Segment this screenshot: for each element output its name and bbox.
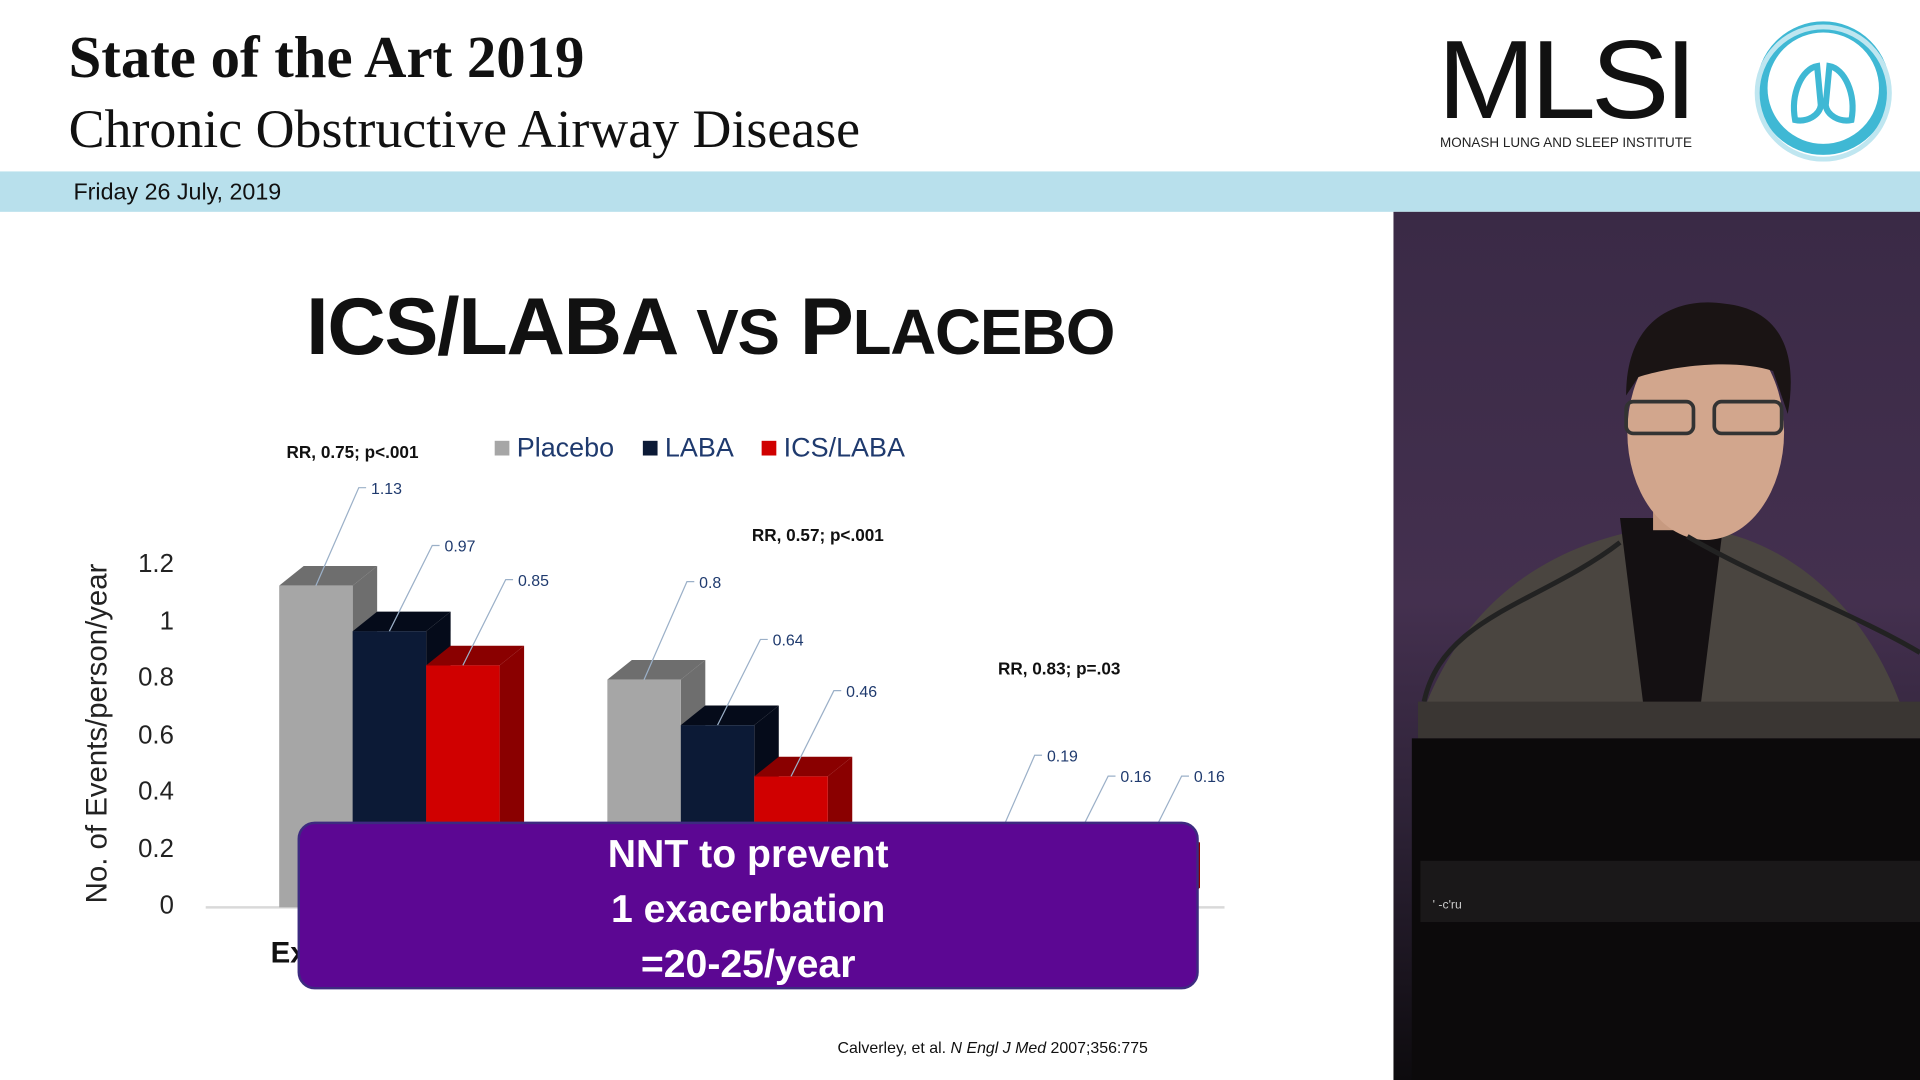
label-leader xyxy=(462,579,514,666)
data-label: 0.97 xyxy=(444,539,475,556)
annotation-rr-1: RR, 0.75; p<.001 xyxy=(286,442,419,462)
label-leader xyxy=(388,544,440,632)
data-label: 0.16 xyxy=(1120,769,1151,786)
nnt-line: 1 exacerbation xyxy=(610,886,886,931)
title-p: P xyxy=(799,280,854,372)
logo-subtitle: MONASH LUNG AND SLEEP INSTITUTE xyxy=(1440,135,1692,151)
y-tick-label: 1.2 xyxy=(138,549,174,578)
data-label: 0.8 xyxy=(699,575,721,592)
y-tick-label: 1 xyxy=(159,606,174,635)
label-leader xyxy=(991,754,1043,854)
legend-swatch xyxy=(494,440,510,456)
y-tick-label: 0 xyxy=(159,891,174,920)
annotation-rr-2: RR, 0.57; p<.001 xyxy=(751,525,884,545)
speaker-video: ' -c'ru xyxy=(1393,211,1920,1080)
date-band xyxy=(0,171,1920,212)
header-subtitle: Chronic Obstructive Airway Disease xyxy=(68,99,861,160)
bar-top xyxy=(754,756,853,777)
bar-top xyxy=(426,645,525,666)
logo: MLSI xyxy=(1437,18,1698,143)
label-leader xyxy=(790,690,842,777)
speaker-image xyxy=(1411,302,1920,1080)
legend-label: Placebo xyxy=(516,432,615,463)
legend-laba: LABA xyxy=(642,432,734,464)
y-tick-label: 0.8 xyxy=(138,663,174,692)
legend-label: LABA xyxy=(664,432,734,463)
title-main: ICS/LABA xyxy=(306,280,676,372)
video-overlay-text: ' -c'ru xyxy=(1432,898,1462,913)
label-leader xyxy=(643,581,695,680)
y-tick-label: 0.4 xyxy=(138,777,174,806)
bar-top xyxy=(607,660,706,680)
legend-swatch xyxy=(761,440,777,456)
bar-top xyxy=(352,611,451,632)
bar-top xyxy=(279,566,378,586)
label-leader xyxy=(315,487,367,586)
title-vs: VS xyxy=(696,297,780,369)
nnt-callout: NNT to prevent 1 exacerbation =20-25/yea… xyxy=(297,821,1199,990)
data-label: 0.64 xyxy=(773,633,804,650)
label-leader xyxy=(717,638,768,726)
citation-ref: 2007;356:775 xyxy=(1050,1038,1148,1057)
title-rest: LACEBO xyxy=(852,297,1116,369)
bar-top xyxy=(680,705,779,726)
data-label: 1.13 xyxy=(371,481,402,498)
nnt-line: NNT to prevent xyxy=(607,831,889,876)
citation-authors: Calverley, et al. xyxy=(837,1038,947,1057)
data-label: 0.16 xyxy=(1194,769,1225,786)
data-label: 0.19 xyxy=(1047,748,1078,765)
legend-placebo: Placebo xyxy=(494,432,615,464)
data-label: 0.46 xyxy=(846,684,877,701)
nnt-line: =20-25/year xyxy=(640,941,856,986)
legend-ics-laba: ICS/LABA xyxy=(761,432,905,464)
data-label: 0.85 xyxy=(518,573,549,590)
citation-journal: N Engl J Med xyxy=(950,1038,1047,1057)
slide-title: ICS/LABA VS PLACEBO xyxy=(306,279,1116,372)
date-label: Friday 26 July, 2019 xyxy=(73,180,282,206)
citation: Calverley, et al. N Engl J Med 2007;356:… xyxy=(838,1038,1148,1056)
annotation-rr-3: RR, 0.83; p=.03 xyxy=(997,658,1121,679)
lung-logo-icon xyxy=(1754,21,1892,162)
legend-swatch xyxy=(642,440,658,456)
header-title: State of the Art 2019 xyxy=(68,25,585,91)
y-tick-label: 0.6 xyxy=(138,720,174,749)
legend-label: ICS/LABA xyxy=(783,432,905,463)
y-tick-label: 0.2 xyxy=(138,834,174,863)
